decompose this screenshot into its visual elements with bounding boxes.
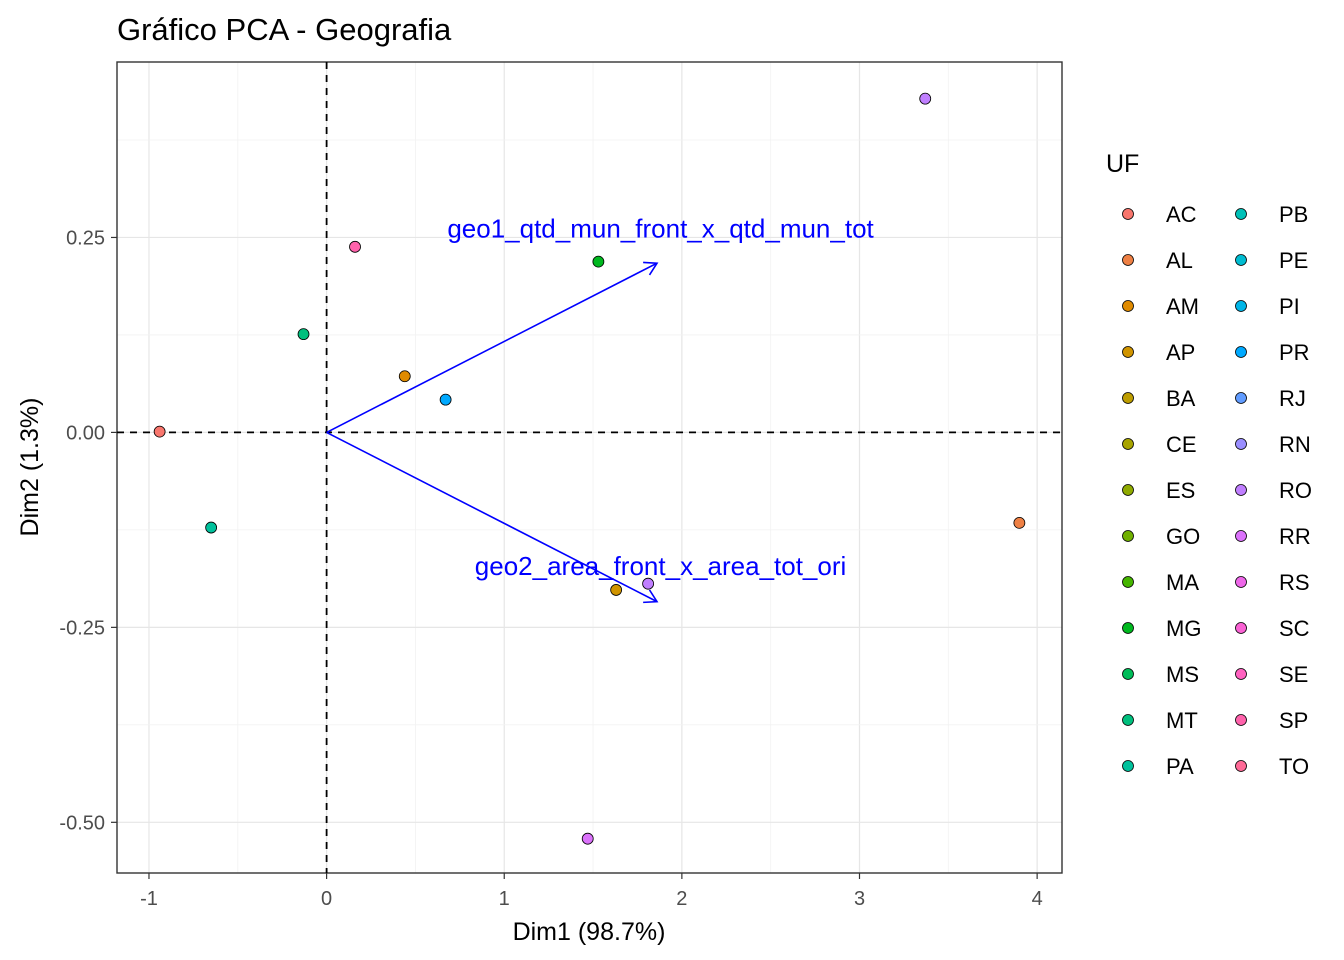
legend-label: SP [1279, 708, 1308, 733]
x-axis-label: Dim1 (98.7%) [513, 918, 666, 946]
y-tick-label: -0.50 [59, 812, 105, 834]
legend-label: MA [1166, 570, 1199, 595]
y-axis-label: Dim2 (1.3%) [16, 398, 44, 537]
legend-title: UF [1106, 150, 1139, 178]
legend-key [1235, 484, 1247, 496]
legend-key [1122, 346, 1134, 358]
legend-key [1235, 668, 1247, 680]
legend-label: MS [1166, 662, 1199, 687]
legend-key [1235, 714, 1247, 726]
x-tick-label: 0 [321, 888, 332, 910]
legend-label: ES [1166, 478, 1195, 503]
legend-key [1122, 300, 1134, 312]
data-point [349, 240, 361, 253]
data-point [205, 521, 218, 534]
legend-key [1122, 484, 1134, 496]
legend-label: GO [1166, 524, 1200, 549]
legend-key [1122, 530, 1134, 542]
arrow-label: geo2_area_front_x_area_tot_ori [475, 551, 847, 581]
legend-key [1235, 760, 1247, 772]
panel-border [116, 61, 1063, 874]
legend-label: RN [1279, 432, 1311, 457]
legend-label: RR [1279, 524, 1311, 549]
legend-key [1122, 622, 1134, 634]
legend-key [1235, 530, 1247, 542]
data-point [153, 425, 166, 438]
x-tick-label: -1 [140, 888, 158, 910]
x-tick-label: 2 [676, 888, 687, 910]
data-point [919, 92, 932, 105]
legend-key [1122, 254, 1134, 266]
legend-label: BA [1166, 386, 1196, 411]
legend-label: AP [1166, 340, 1195, 365]
legend-key [1235, 254, 1247, 266]
legend-label: RJ [1279, 386, 1306, 411]
chart-title: Gráfico PCA - Geografia [117, 12, 452, 47]
y-tick-label: -0.25 [59, 617, 105, 639]
legend-key [1235, 576, 1247, 588]
data-point [592, 255, 605, 268]
legend-key [1235, 438, 1247, 450]
data-point [642, 577, 655, 590]
legend-label: PI [1279, 294, 1300, 319]
legend-label: AM [1166, 294, 1199, 319]
legend-label: SE [1279, 662, 1308, 687]
legend-label: AL [1166, 248, 1193, 273]
legend-key [1122, 392, 1134, 404]
data-point [439, 393, 452, 406]
x-tick-label: 1 [499, 888, 510, 910]
arrow-label: geo1_qtd_mun_front_x_qtd_mun_tot [447, 213, 874, 243]
data-point [398, 370, 411, 383]
legend-key [1235, 346, 1247, 358]
legend-label: RO [1279, 478, 1312, 503]
legend-label: CE [1166, 432, 1197, 457]
legend-label: TO [1279, 754, 1309, 779]
legend-key [1122, 714, 1134, 726]
legend-key [1122, 668, 1134, 680]
data-point [581, 832, 594, 845]
legend-key [1122, 576, 1134, 588]
legend-label: AC [1166, 202, 1197, 227]
data-point [297, 328, 310, 341]
legend-label: PB [1279, 202, 1308, 227]
variable-arrow [326, 431, 659, 604]
data-point [610, 584, 623, 596]
data-point [1013, 516, 1026, 529]
legend-label: PR [1279, 340, 1310, 365]
y-tick-label: 0.00 [66, 422, 105, 444]
legend-label: PA [1166, 754, 1194, 779]
legend-key [1235, 208, 1247, 220]
x-tick-label: 3 [854, 888, 865, 910]
legend-key [1122, 208, 1134, 220]
legend-label: MT [1166, 708, 1198, 733]
legend-label: MG [1166, 616, 1201, 641]
legend-key [1235, 622, 1247, 634]
legend-label: PE [1279, 248, 1308, 273]
legend-key [1235, 392, 1247, 404]
reference-lines [117, 62, 1062, 873]
legend-label: SC [1279, 616, 1310, 641]
data-points [153, 92, 1026, 845]
grid [117, 62, 1062, 873]
x-axis-ticks: -1 0 1 2 3 4 [140, 873, 1043, 910]
legend: UF AC AL AM AP BA CE ES GO MA MG MS MT PA PB PE PI PR RJ R… [1106, 150, 1312, 779]
y-axis-ticks: -0.50 -0.25 0.00 0.25 [59, 227, 117, 834]
legend-key [1235, 300, 1247, 312]
y-tick-label: 0.25 [66, 227, 105, 249]
variable-arrow [326, 261, 659, 434]
variable-arrows: geo1_qtd_mun_front_x_qtd_mun_tot geo2_are… [326, 213, 875, 604]
legend-key [1122, 760, 1134, 772]
legend-key [1122, 438, 1134, 450]
legend-label: RS [1279, 570, 1310, 595]
x-tick-label: 4 [1032, 888, 1043, 910]
